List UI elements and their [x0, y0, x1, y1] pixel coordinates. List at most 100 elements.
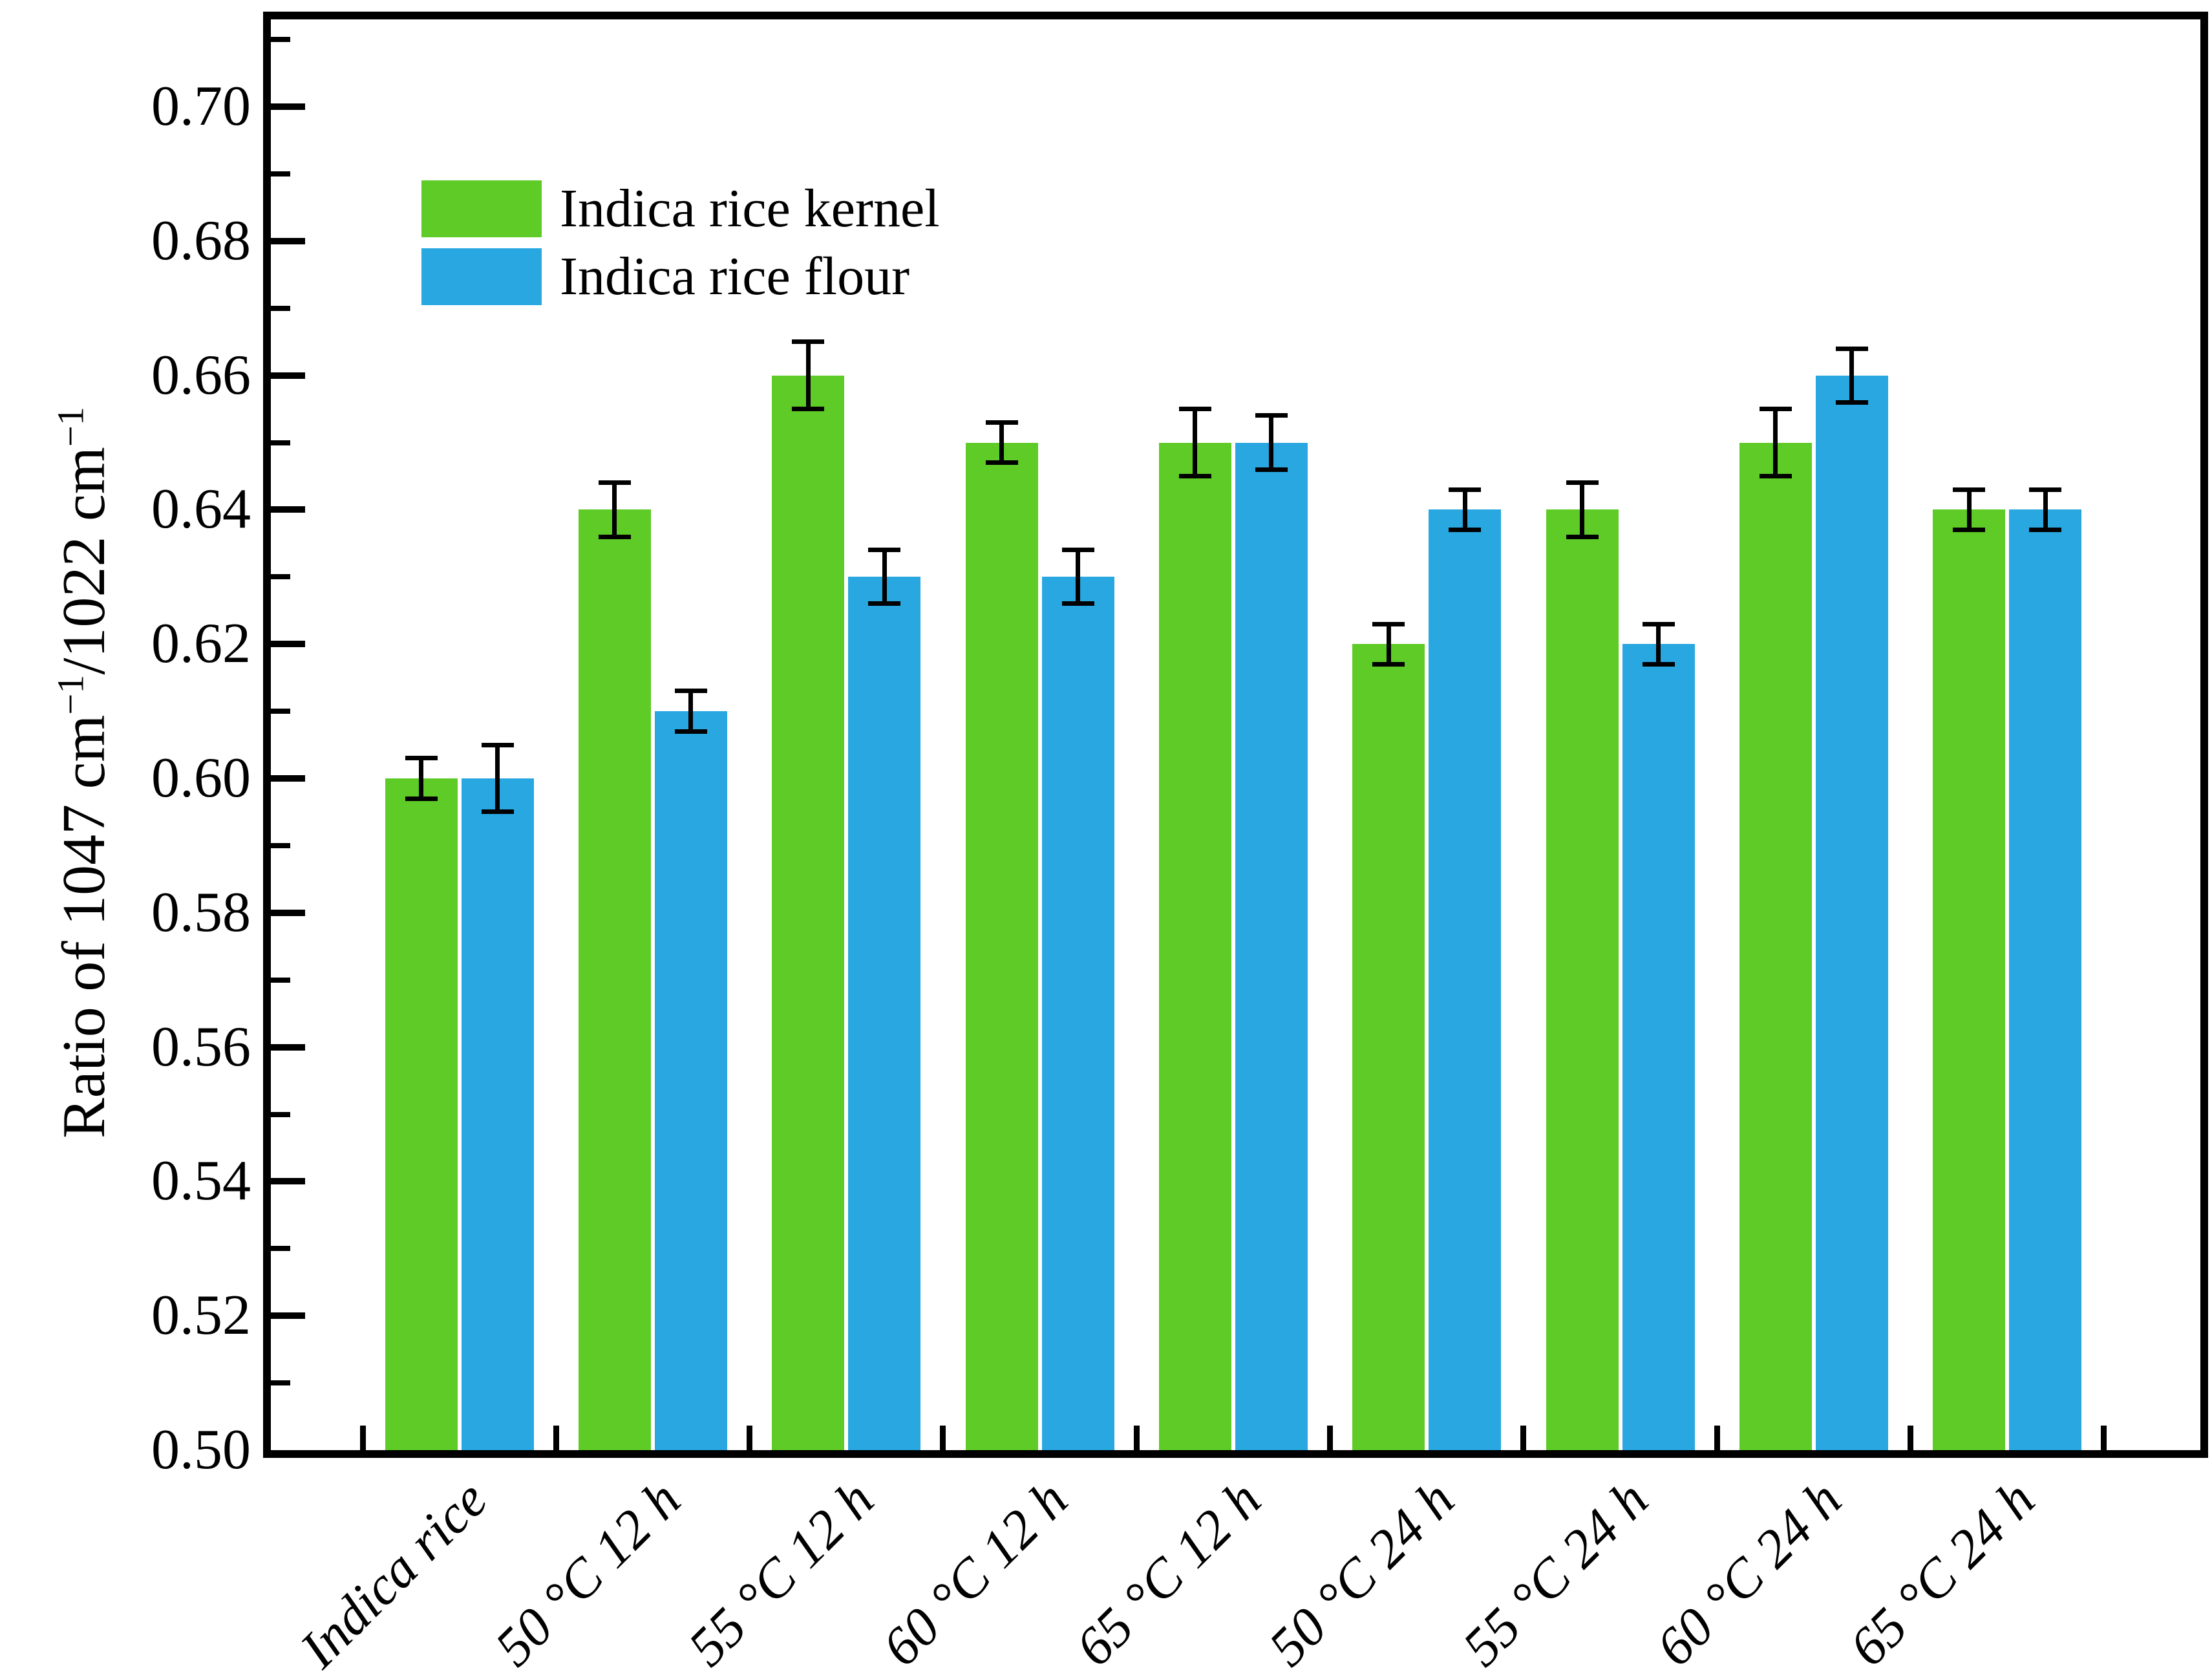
error-cap-top: [1255, 413, 1288, 418]
error-cap-bottom: [868, 601, 901, 606]
error-bar-flour-1: [688, 690, 694, 732]
error-cap-bottom: [1372, 661, 1405, 667]
kernel-swatch-icon: [421, 180, 542, 237]
error-cap-bottom: [2029, 528, 2062, 533]
y-major-tick: [271, 372, 305, 379]
error-bar-kernel-1: [612, 482, 617, 537]
error-bar-flour-0: [495, 745, 500, 812]
legend-item-kernel: Indica rice kernel: [421, 175, 940, 242]
y-major-tick: [271, 641, 305, 648]
bar-flour-0: [461, 778, 534, 1450]
error-cap-top: [1642, 621, 1675, 626]
y-major-tick: [271, 775, 305, 782]
error-cap-top: [1449, 487, 1482, 492]
y-tick-label: 0.68: [151, 209, 251, 272]
bar-flour-5: [1429, 509, 1502, 1450]
error-cap-bottom: [792, 407, 825, 412]
error-bar-kernel-3: [999, 422, 1005, 463]
bar-kernel-1: [578, 509, 651, 1450]
x-axis-tick: [1714, 1426, 1720, 1450]
y-tick-label: 0.50: [151, 1418, 251, 1481]
y-minor-tick: [271, 1380, 290, 1386]
bar-kernel-3: [965, 442, 1038, 1450]
error-cap-bottom: [1566, 534, 1599, 539]
bar-flour-2: [848, 577, 921, 1450]
x-axis-tick: [747, 1426, 753, 1450]
legend-item-flour: Indica rice flour: [421, 242, 940, 310]
y-minor-tick: [271, 1246, 290, 1252]
bar-flour-6: [1622, 644, 1695, 1450]
error-cap-bottom: [481, 809, 514, 815]
error-cap-top: [1835, 346, 1868, 351]
x-axis-tick: [1908, 1426, 1914, 1450]
y-minor-tick: [271, 1111, 290, 1117]
error-cap-bottom: [674, 729, 707, 734]
y-minor-tick: [271, 440, 290, 445]
y-minor-tick: [271, 977, 290, 983]
error-cap-top: [868, 548, 901, 553]
error-cap-top: [598, 480, 631, 486]
legend: Indica rice kernel Indica rice flour: [421, 175, 940, 310]
y-minor-tick: [271, 842, 290, 848]
bar-flour-4: [1235, 442, 1308, 1450]
error-cap-bottom: [1835, 400, 1868, 405]
bar-kernel-0: [385, 778, 458, 1450]
y-tick-label: 0.56: [151, 1015, 251, 1078]
x-category-label: Indica rice: [288, 1469, 499, 1679]
error-bar-kernel-6: [1580, 482, 1585, 537]
error-bar-kernel-4: [1193, 409, 1198, 476]
error-cap-top: [1061, 548, 1094, 553]
error-bar-flour-2: [882, 550, 887, 604]
y-tick-label: 0.70: [151, 75, 251, 138]
error-cap-bottom: [598, 534, 631, 539]
y-major-tick: [271, 103, 305, 111]
error-cap-top: [405, 756, 438, 761]
y-major-tick: [271, 237, 305, 244]
y-major-tick: [271, 909, 305, 916]
y-tick-label: 0.54: [151, 1150, 251, 1213]
error-cap-bottom: [1255, 467, 1288, 472]
y-tick-label: 0.66: [151, 343, 251, 407]
bar-kernel-2: [772, 375, 845, 1450]
error-bar-flour-3: [1076, 550, 1081, 604]
error-cap-bottom: [1953, 528, 1986, 533]
legend-label-flour: Indica rice flour: [560, 246, 910, 306]
error-cap-bottom: [985, 460, 1018, 465]
error-cap-top: [792, 339, 825, 345]
error-cap-top: [2029, 487, 2062, 492]
x-axis-tick: [553, 1426, 559, 1450]
y-major-tick: [271, 506, 305, 513]
error-cap-top: [1759, 407, 1792, 412]
y-minor-tick: [271, 305, 290, 311]
error-cap-bottom: [405, 796, 438, 801]
error-cap-top: [985, 420, 1018, 425]
error-bar-flour-7: [1849, 348, 1855, 403]
error-cap-bottom: [1061, 601, 1094, 606]
legend-label-kernel: Indica rice kernel: [560, 178, 940, 239]
error-bar-kernel-5: [1386, 624, 1391, 665]
x-axis-tick: [1520, 1426, 1527, 1450]
y-axis-title-sup2: −1: [49, 407, 92, 447]
flour-swatch-icon: [421, 248, 542, 305]
bar-kernel-5: [1352, 644, 1425, 1450]
x-axis-tick: [359, 1426, 366, 1450]
error-cap-bottom: [1759, 473, 1792, 478]
bar-kernel-8: [1933, 509, 2006, 1450]
error-bar-flour-6: [1656, 624, 1661, 665]
error-bar-flour-8: [2043, 489, 2048, 530]
y-axis-title-sup1: −1: [49, 674, 92, 715]
y-minor-tick: [271, 171, 290, 176]
error-cap-top: [1566, 480, 1599, 486]
y-minor-tick: [271, 709, 290, 714]
y-tick-label: 0.62: [151, 612, 251, 676]
error-bar-kernel-0: [419, 758, 424, 799]
y-tick-label: 0.52: [151, 1284, 251, 1347]
error-bar-kernel-7: [1773, 409, 1778, 476]
y-minor-tick: [271, 37, 290, 43]
error-cap-top: [1178, 407, 1211, 412]
x-axis-tick: [940, 1426, 946, 1450]
y-major-tick: [271, 1043, 305, 1051]
y-major-tick: [271, 1312, 305, 1320]
error-bar-flour-5: [1462, 489, 1467, 530]
